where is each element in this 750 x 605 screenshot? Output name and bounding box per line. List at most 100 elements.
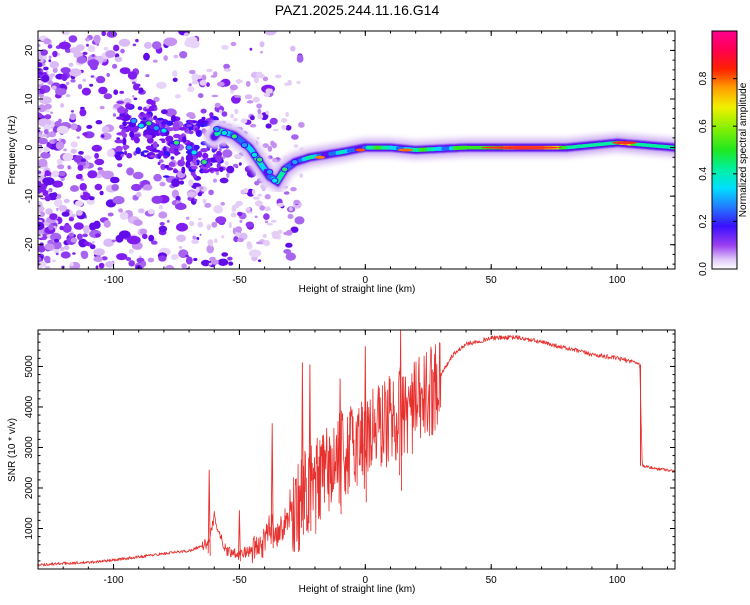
noise-blob [51,126,54,129]
noise-blob [140,229,147,235]
noise-blob [138,208,145,213]
noise-blob [104,93,113,99]
cluster-blob [166,121,173,126]
noise-blob [59,171,66,176]
noise-blob [129,249,134,254]
noise-blob [119,39,131,47]
cluster-blob [181,167,185,174]
noise-blob [113,89,118,95]
noise-blob [230,114,234,119]
cluster-blob [153,141,158,148]
colorbar-tick-label: 0.2 [698,214,709,228]
cluster-blob [117,107,125,114]
noise-blob [107,31,118,38]
cluster-blob [173,170,178,174]
noise-blob [233,228,236,234]
colorbar-tick-label: 0.0 [698,262,709,276]
noise-blob [49,56,52,59]
ridge-bead [131,118,137,123]
noise-blob [43,147,49,153]
noise-blob [173,55,178,59]
noise-blob [78,84,82,89]
cluster-blob [208,168,214,171]
noise-blob [246,81,251,87]
ridge-bead [256,157,262,162]
noise-blob [290,187,297,191]
ridge-bead [161,128,167,133]
noise-blob [235,226,242,232]
noise-blob [96,265,99,269]
noise-blob [167,220,170,223]
noise-blob [63,224,72,233]
colorbar-gradient [712,31,737,269]
noise-blob [158,255,166,261]
noise-blob [88,45,95,52]
colorbar-label: Normalized spectral amplitude [738,82,749,217]
noise-blob [158,162,161,165]
noise-blob [237,212,242,216]
noise-blob [57,164,64,169]
cluster-blob [150,155,158,158]
noise-blob [247,241,252,247]
noise-blob [81,251,87,257]
ridge-bead [146,121,152,126]
noise-blob [247,208,251,212]
noise-blob [101,134,104,137]
noise-blob [106,73,110,77]
noise-blob [275,75,282,79]
noise-blob [176,235,186,242]
noise-blob [92,54,95,57]
cluster-blob [194,161,198,165]
cluster-blob [179,127,186,131]
noise-blob [59,205,67,211]
noise-blob [89,84,93,87]
noise-blob [264,240,270,246]
noise-blob [291,134,299,140]
noise-blob [266,123,272,128]
noise-blob [224,68,231,71]
noise-blob [160,222,165,226]
noise-blob [128,260,135,266]
noise-blob [135,39,139,42]
noise-blob [281,125,286,130]
cluster-blob [120,154,123,158]
noise-blob [142,234,148,239]
noise-blob [77,136,80,139]
cluster-blob [215,155,222,161]
noise-blob [116,200,120,203]
noise-blob [233,164,238,168]
ridge-hotspot [481,146,562,149]
ridge-bead [251,152,257,157]
noise-blob [200,234,202,236]
y-tick-label: 10 [24,93,35,105]
noise-blob [59,226,64,231]
noise-blob [213,179,217,183]
noise-blob [78,151,84,155]
noise-blob [75,200,84,206]
noise-blob [256,104,262,109]
noise-blob [64,199,70,203]
y-tick-label: -10 [24,188,35,203]
noise-blob [91,75,95,77]
noise-blob [63,149,67,152]
noise-blob [245,94,252,99]
noise-blob [273,129,279,132]
colorbar: 0.00.20.40.60.8 Normalized spectral ampl… [698,31,749,276]
x-tick-label: 100 [609,575,626,586]
cluster-blob [158,151,163,157]
noise-blob [211,222,217,228]
noise-blob [52,259,56,262]
cluster-blob [125,104,133,109]
noise-blob [68,233,74,237]
noise-blob [189,114,196,119]
noise-blob [189,70,196,74]
noise-blob [221,202,225,206]
noise-blob [143,184,152,190]
noise-blob [138,106,143,110]
noise-blob [237,238,244,242]
noise-blob [82,88,91,96]
noise-blob [103,239,114,247]
noise-blob [148,235,154,242]
